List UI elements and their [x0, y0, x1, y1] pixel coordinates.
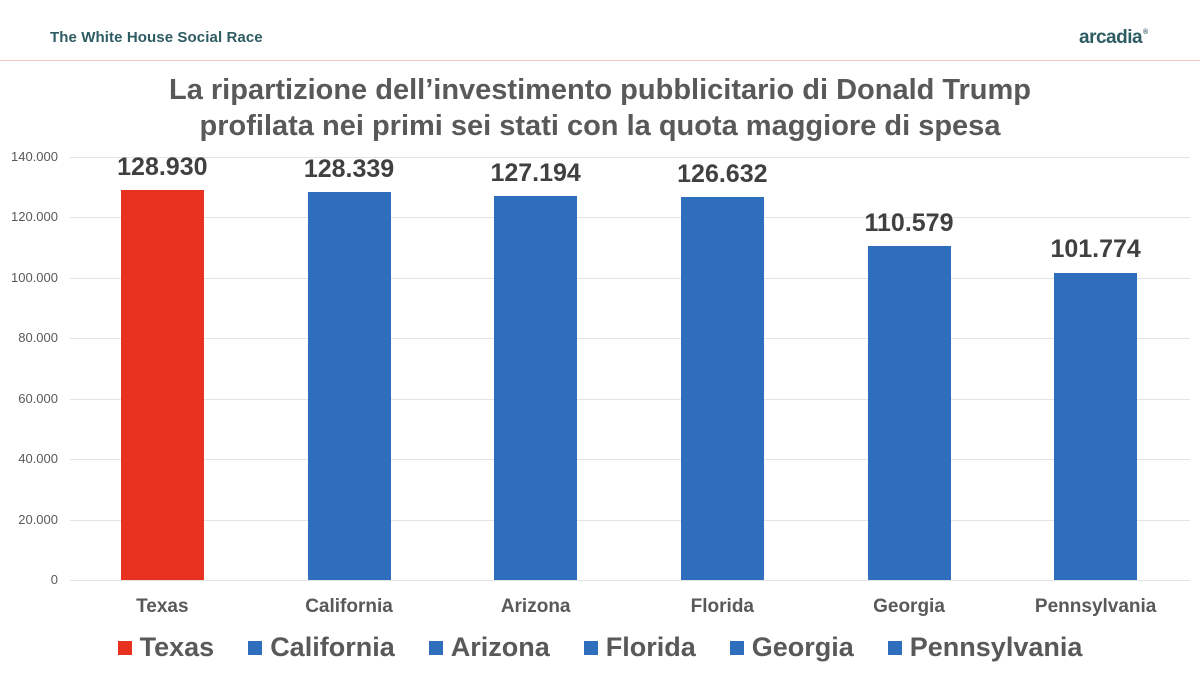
bar-georgia: [867, 245, 951, 580]
legend-label: Florida: [605, 632, 696, 662]
gridline: [70, 338, 1190, 340]
legend-label: Georgia: [751, 632, 854, 662]
chart-title: La ripartizione dell’investimento pubbli…: [0, 72, 1200, 144]
legend-label: Arizona: [450, 632, 550, 662]
bar-florida: [680, 197, 764, 580]
legend-item-georgia: Georgia: [729, 632, 854, 663]
bar-chart-plot-area: 0 20.000 40.000 60.000 80.000 100.000 120.000 1…: [11, 149, 1190, 587]
bar-value-label: 126.632: [677, 160, 768, 189]
bar-value-label: 128.339: [303, 155, 395, 184]
y-tick-label: 0: [50, 572, 58, 587]
y-tick-label: 80.000: [18, 330, 58, 346]
gridline: [70, 277, 1190, 279]
y-tick-label: 40.000: [18, 451, 58, 467]
legend-item-pennsylvania: Pennsylvania: [887, 632, 1083, 663]
bar-california: [307, 192, 391, 580]
registered-mark: ®: [1143, 28, 1148, 36]
legend-item-florida: Florida: [583, 632, 696, 663]
gridline: [70, 217, 1190, 219]
x-axis-label: Arizona: [500, 596, 571, 617]
bar-texas: [120, 190, 204, 580]
bar-value-label: 110.579: [864, 208, 954, 237]
bar-pennsylvania: [1054, 272, 1138, 580]
y-tick-label: 140.000: [11, 149, 58, 164]
gridline: [70, 459, 1190, 461]
gridline: [70, 398, 1190, 400]
gridline: [70, 157, 1190, 158]
x-axis-label: California: [305, 596, 393, 617]
gridline: [70, 580, 1190, 581]
x-axis-label: Florida: [690, 596, 754, 617]
y-tick-label: 20.000: [18, 511, 58, 527]
x-axis-label: Pennsylvania: [1034, 596, 1157, 617]
legend-item-texas: Texas: [117, 632, 215, 663]
x-axis-label: Texas: [136, 596, 189, 617]
logo-text: arcadia: [1079, 27, 1143, 48]
y-tick-label: 60.000: [18, 390, 58, 406]
bar-value-label: 127.194: [490, 158, 581, 187]
x-axis-label: Georgia: [873, 596, 945, 617]
legend-swatch-icon: [117, 640, 132, 655]
legend-swatch-icon: [428, 640, 443, 655]
chart-title-line-1: La ripartizione dell’investimento pubbli…: [168, 74, 1032, 106]
chart-legend: Texas California Arizona Florida Georgia Penn…: [0, 632, 1200, 663]
y-tick-label: 100.000: [11, 269, 58, 285]
legend-swatch-icon: [887, 640, 902, 655]
legend-label: Texas: [139, 632, 215, 662]
legend-swatch-icon: [583, 640, 598, 655]
legend-label: California: [270, 632, 395, 662]
legend-swatch-icon: [248, 640, 263, 655]
y-tick-label: 120.000: [11, 209, 58, 225]
bar-value-label: 101.774: [1050, 235, 1141, 264]
brand-title: The White House Social Race: [50, 29, 263, 46]
legend-item-arizona: Arizona: [428, 632, 550, 663]
bar-value-label: 128.930: [117, 153, 208, 182]
legend-item-california: California: [248, 632, 395, 663]
gridline: [70, 519, 1190, 521]
chart-title-line-2: profilata nei primi sei stati con la quo…: [199, 110, 1001, 142]
page-header: The White House Social Race arcadia®: [0, 0, 1200, 61]
bar-arizona: [494, 195, 578, 580]
arcadia-logo: arcadia®: [1079, 27, 1148, 49]
legend-label: Pennsylvania: [909, 632, 1083, 662]
legend-swatch-icon: [729, 640, 744, 655]
